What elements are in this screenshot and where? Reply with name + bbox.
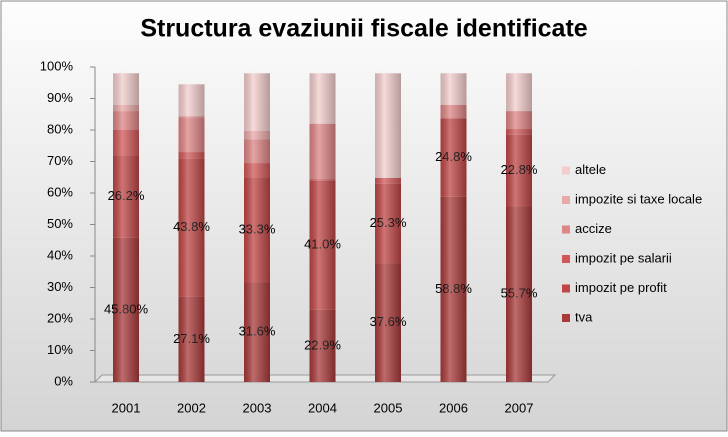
bar-segment	[113, 130, 139, 156]
legend-label: impozit pe salarii	[575, 250, 672, 265]
y-tick-label: 20%	[47, 310, 73, 325]
y-tick-label: 90%	[47, 90, 73, 105]
data-label: 25.3%	[370, 215, 407, 230]
x-tick-label: 2006	[439, 400, 468, 415]
x-tick-label: 2001	[112, 400, 141, 415]
bar-segment	[113, 104, 139, 112]
legend-swatch	[562, 314, 570, 322]
bar-segment	[506, 111, 532, 130]
legend-swatch	[562, 196, 570, 204]
legend-label: impozite si taxe locale	[575, 191, 702, 206]
data-label: 43.8%	[173, 219, 210, 234]
chart-title: Structura evaziunii fiscale identificate	[140, 15, 587, 43]
data-label: 24.8%	[435, 149, 472, 164]
x-tick-label: 2007	[505, 400, 534, 415]
bar-segment	[440, 104, 467, 119]
y-tick-label: 100%	[40, 58, 74, 73]
bar-segment	[113, 73, 139, 105]
bar-segment	[309, 123, 336, 180]
bar-segment	[113, 111, 139, 130]
y-tick-label: 10%	[47, 342, 73, 357]
bar-segment	[309, 179, 336, 181]
bar-segment	[178, 152, 205, 159]
bar-segment	[440, 73, 467, 105]
data-label: 55.7%	[501, 286, 538, 301]
bar-segment	[244, 139, 270, 164]
bar-segment	[244, 130, 270, 140]
legend-swatch	[562, 284, 570, 293]
bar-segment	[375, 177, 401, 184]
y-tick-label: 50%	[47, 216, 73, 231]
data-label: 27.1%	[173, 331, 210, 346]
x-tick-label: 2002	[177, 400, 206, 415]
bar-segment	[375, 73, 401, 178]
x-tick-label: 2003	[243, 400, 272, 415]
y-tick-label: 70%	[47, 153, 73, 168]
data-label: 31.6%	[239, 324, 276, 339]
bar-segment	[178, 117, 205, 153]
legend-label: impozit pe profit	[575, 280, 667, 295]
bar-segment	[244, 73, 270, 131]
y-tick-label: 60%	[47, 184, 73, 199]
data-label: 37.6%	[370, 314, 407, 329]
bar-segment	[309, 73, 336, 124]
data-label: 33.3%	[239, 221, 276, 236]
bar-segment	[506, 129, 532, 135]
y-tick-label: 80%	[47, 121, 73, 136]
data-label: 22.8%	[501, 162, 538, 177]
legend-label: altele	[575, 162, 606, 177]
y-tick-label: 0%	[54, 373, 73, 388]
legend-label: accize	[575, 221, 612, 236]
legend-swatch	[562, 166, 570, 175]
x-tick-label: 2005	[374, 400, 403, 415]
y-tick-label: 30%	[47, 279, 73, 294]
data-label: 45.80%	[104, 301, 149, 316]
data-label: 22.9%	[304, 337, 341, 352]
bar-segment	[506, 73, 532, 112]
bar-segment	[244, 163, 270, 178]
legend-label: tva	[575, 309, 593, 324]
data-label: 41.0%	[304, 237, 341, 252]
legend-swatch	[562, 255, 570, 263]
data-label: 58.8%	[435, 281, 472, 296]
data-label: 26.2%	[108, 188, 145, 203]
y-tick-label: 40%	[47, 247, 73, 262]
bar-segment	[178, 84, 205, 116]
bar-segment	[440, 118, 467, 119]
legend-swatch	[562, 225, 570, 234]
x-tick-label: 2004	[308, 400, 337, 415]
bar-segment	[178, 115, 205, 118]
